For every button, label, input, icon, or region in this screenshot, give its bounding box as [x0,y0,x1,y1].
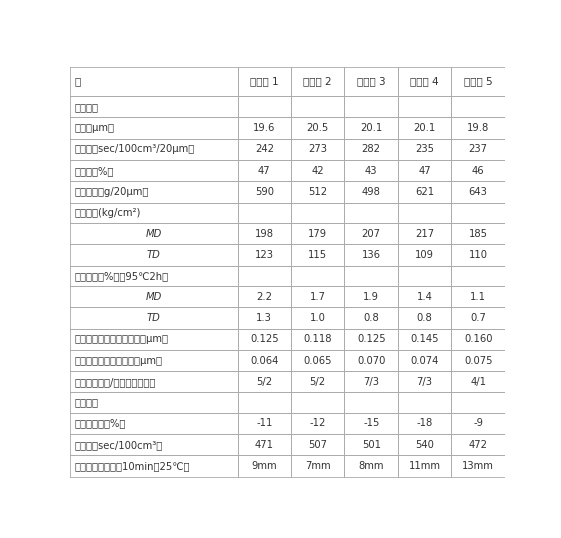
Text: 1.9: 1.9 [363,292,379,302]
Text: 7/3: 7/3 [363,377,379,387]
Text: 643: 643 [469,187,488,197]
Text: 282: 282 [362,144,381,154]
Text: -9: -9 [473,419,483,428]
Text: -11: -11 [256,419,273,428]
Text: 透气度（sec/100cm³/20μm）: 透气度（sec/100cm³/20μm） [75,144,195,154]
Text: 0.065: 0.065 [304,356,332,365]
Text: 0.070: 0.070 [357,356,385,365]
Text: 198: 198 [255,229,274,239]
Text: MD: MD [146,292,162,302]
Text: 9mm: 9mm [251,461,277,471]
Text: 19.8: 19.8 [467,123,489,133]
Text: 0.118: 0.118 [304,334,332,344]
Text: 235: 235 [415,144,434,154]
Text: 207: 207 [362,229,381,239]
Text: 实施例 1: 实施例 1 [250,76,279,87]
Text: TD: TD [147,313,161,323]
Text: 47: 47 [258,166,270,176]
Text: 8mm: 8mm [358,461,384,471]
Text: 242: 242 [255,144,274,154]
Text: 拉伸强度(kg/cm²): 拉伸强度(kg/cm²) [75,208,141,218]
Text: 7/3: 7/3 [417,377,433,387]
Text: TD: TD [147,250,161,260]
Text: 123: 123 [255,250,274,260]
Text: 致密结构层平均孔直径（μm）: 致密结构层平均孔直径（μm） [75,356,163,365]
Text: 实施例 5: 实施例 5 [464,76,493,87]
Text: 115: 115 [308,250,327,260]
Text: 273: 273 [308,144,327,154]
Text: 621: 621 [415,187,434,197]
Text: 20.5: 20.5 [307,123,329,133]
Text: 540: 540 [415,440,434,450]
Text: 109: 109 [415,250,434,260]
Text: 1.4: 1.4 [417,292,433,302]
Text: 11mm: 11mm [408,461,441,471]
Text: 217: 217 [415,229,434,239]
Text: 19.6: 19.6 [253,123,275,133]
Text: 0.7: 0.7 [470,313,486,323]
Text: 20.1: 20.1 [360,123,383,133]
Text: 472: 472 [468,440,488,450]
Text: -15: -15 [363,419,379,428]
Text: 0.074: 0.074 [411,356,439,365]
Text: 实施例 2: 实施例 2 [304,76,332,87]
Text: 膜厚（μm）: 膜厚（μm） [75,123,114,133]
Text: 5/2: 5/2 [310,377,326,387]
Text: 185: 185 [468,229,488,239]
Text: 物理性能: 物理性能 [75,102,99,112]
Text: 0.8: 0.8 [417,313,433,323]
Text: 0.125: 0.125 [250,334,279,344]
Text: 4/1: 4/1 [470,377,486,387]
Text: 5/2: 5/2 [256,377,272,387]
Text: 47: 47 [419,166,431,176]
Text: 0.8: 0.8 [364,313,379,323]
Text: 20.1: 20.1 [413,123,436,133]
Text: 透气度（sec/100cm³）: 透气度（sec/100cm³） [75,440,163,450]
Text: 膜厚度变化（%）: 膜厚度变化（%） [75,419,126,428]
Text: 1.7: 1.7 [310,292,326,302]
Text: 590: 590 [255,187,274,197]
Text: 136: 136 [362,250,381,260]
Text: 471: 471 [255,440,274,450]
Text: 0.075: 0.075 [464,356,493,365]
Text: 0.125: 0.125 [357,334,385,344]
Text: 501: 501 [362,440,381,450]
Text: 42: 42 [311,166,324,176]
Text: 43: 43 [365,166,378,176]
Text: 实施例 4: 实施例 4 [411,76,439,87]
Text: 0.064: 0.064 [250,356,278,365]
Text: 1.3: 1.3 [256,313,272,323]
Text: 13mm: 13mm [462,461,494,471]
Text: 110: 110 [468,250,488,260]
Text: 179: 179 [308,229,327,239]
Text: 507: 507 [308,440,327,450]
Text: MD: MD [146,229,162,239]
Text: 498: 498 [362,187,381,197]
Text: 237: 237 [468,144,488,154]
Text: 7mm: 7mm [305,461,330,471]
Text: 2.2: 2.2 [256,292,272,302]
Text: 热收缩率（%）（95℃2h）: 热收缩率（%）（95℃2h） [75,271,169,281]
Text: 0.145: 0.145 [411,334,439,344]
Text: 孔隙率（%）: 孔隙率（%） [75,166,114,176]
Text: 1.1: 1.1 [470,292,486,302]
Text: 0.160: 0.160 [464,334,493,344]
Text: 1.0: 1.0 [310,313,326,323]
Text: 512: 512 [308,187,327,197]
Text: -18: -18 [417,419,433,428]
Text: 耐压缩性: 耐压缩性 [75,398,99,408]
Text: 粗孔径结构层平均孔直径（μm）: 粗孔径结构层平均孔直径（μm） [75,334,168,344]
Text: 电解液吸液高度（10min，25℃）: 电解液吸液高度（10min，25℃） [75,461,190,471]
Text: -12: -12 [310,419,326,428]
Text: 46: 46 [472,166,485,176]
Text: 实施例 3: 实施例 3 [357,76,385,87]
Text: 例: 例 [75,76,81,87]
Text: 粗结构层厚度/致密结构层厚度: 粗结构层厚度/致密结构层厚度 [75,377,156,387]
Text: 穿刺强度（g/20μm）: 穿刺强度（g/20μm） [75,187,149,197]
